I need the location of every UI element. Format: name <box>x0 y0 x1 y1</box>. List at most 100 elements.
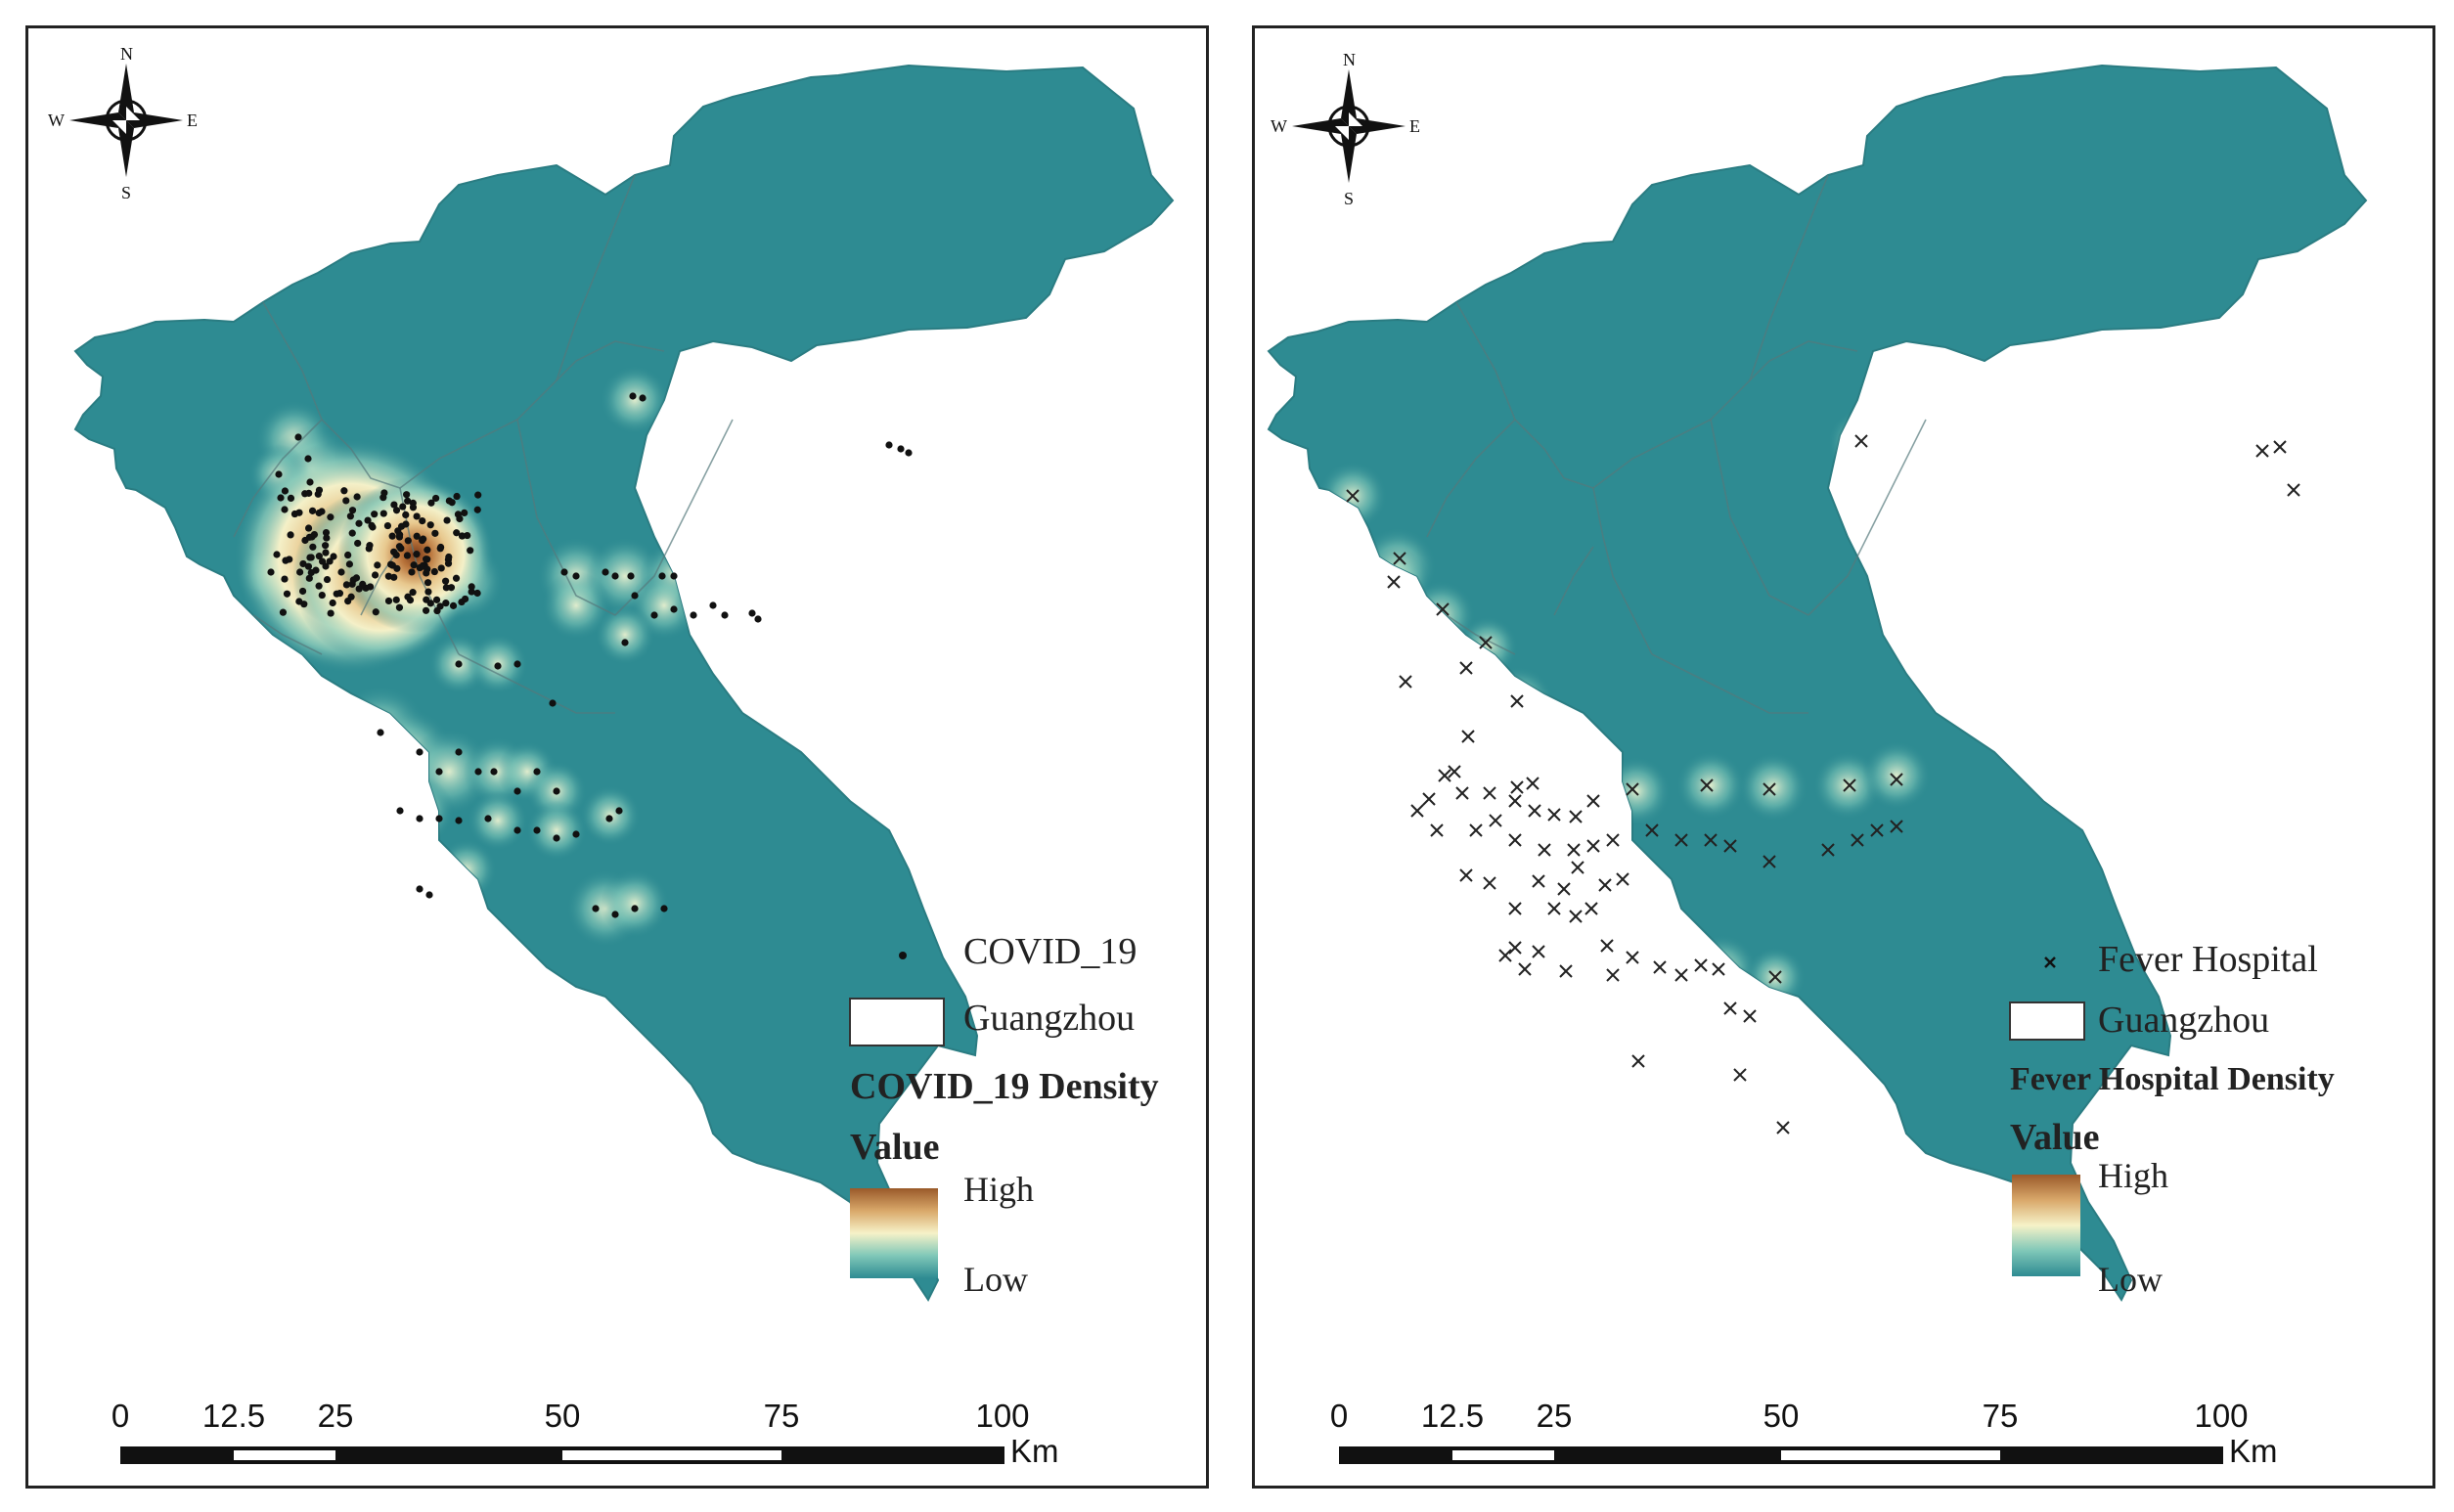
case-point <box>474 507 481 513</box>
case-point <box>282 487 289 494</box>
hospital-point <box>1456 787 1468 799</box>
scale-tick: 100 <box>2194 1398 2248 1435</box>
scale-tick: 0 <box>1330 1398 1348 1435</box>
case-point <box>611 911 618 917</box>
case-point <box>385 598 392 604</box>
hospital-point <box>1632 1055 1644 1067</box>
legend-point-label: Fever Hospital <box>2098 938 2318 981</box>
case-point <box>405 537 412 544</box>
case-point <box>349 581 356 588</box>
case-point <box>306 554 313 560</box>
hospital-point <box>1533 946 1544 957</box>
case-point <box>424 547 430 554</box>
case-point <box>455 660 462 667</box>
density-glow <box>829 409 890 469</box>
case-point <box>433 607 440 614</box>
legend-density-title: Fever Hospital Density <box>2010 1061 2335 1098</box>
case-point <box>437 545 444 552</box>
case-point <box>389 533 396 540</box>
case-point <box>670 605 677 612</box>
case-point <box>390 501 397 508</box>
case-point <box>315 583 322 590</box>
case-point <box>305 524 312 531</box>
hospital-point <box>1431 824 1443 836</box>
case-point <box>319 557 326 564</box>
case-point <box>371 511 378 517</box>
density-glow <box>2353 379 2414 440</box>
case-point <box>295 510 302 516</box>
compass-e: E <box>1409 116 1420 136</box>
case-point <box>288 495 294 502</box>
case-point <box>337 568 344 575</box>
case-point <box>494 662 501 669</box>
case-point <box>281 575 288 582</box>
north-arrow: N S E W <box>48 44 198 202</box>
density-glow <box>1676 751 1745 820</box>
case-point <box>427 500 434 507</box>
hospital-point <box>1570 811 1582 823</box>
density-hotspot <box>1374 738 1531 895</box>
case-point <box>455 817 462 823</box>
hospital-point <box>1572 862 1584 873</box>
case-point <box>322 549 329 556</box>
case-point <box>416 748 423 755</box>
case-point <box>294 433 301 440</box>
legend-boundary-label: Guangzhou <box>963 997 1135 1040</box>
case-point <box>424 556 430 562</box>
case-point <box>396 807 403 814</box>
case-point <box>349 507 356 513</box>
case-point <box>295 598 302 604</box>
case-point <box>533 768 540 775</box>
hospital-point <box>1539 844 1550 856</box>
hospital-point <box>1400 676 1411 688</box>
legend-boundary-symbol <box>2010 1002 2084 1040</box>
case-point <box>449 499 456 506</box>
hospital-point <box>1548 903 1560 914</box>
case-point <box>280 609 287 616</box>
legend-low-label: Low <box>963 1259 1028 1300</box>
case-point <box>453 493 460 500</box>
case-point <box>299 588 306 595</box>
case-point <box>323 534 330 541</box>
density-glow <box>2257 432 2318 493</box>
case-point <box>553 834 559 841</box>
density-glow <box>436 839 497 900</box>
hospital-point <box>1568 844 1580 856</box>
legend-density-title: COVID_19 Density <box>850 1065 1159 1108</box>
hospital-point <box>1607 969 1619 981</box>
case-point <box>456 515 463 522</box>
case-point <box>306 575 313 582</box>
case-point <box>513 660 520 667</box>
case-point <box>344 552 351 558</box>
case-point <box>347 512 354 519</box>
case-point <box>393 565 400 572</box>
density-glow <box>1485 667 1553 735</box>
case-point <box>416 885 423 892</box>
case-point <box>393 552 400 558</box>
compass-e: E <box>187 111 198 130</box>
case-point <box>326 557 333 564</box>
hospital-point <box>1439 770 1450 781</box>
case-point <box>592 905 599 912</box>
case-point <box>461 510 468 516</box>
hospital-point <box>1470 824 1482 836</box>
hospital-point <box>1511 781 1523 793</box>
hospital-point <box>1587 795 1599 807</box>
case-point <box>410 504 417 511</box>
case-point <box>611 572 618 579</box>
case-point <box>296 568 303 575</box>
case-point <box>411 561 418 568</box>
case-point <box>468 583 475 590</box>
case-point <box>473 590 480 597</box>
case-point <box>306 478 313 485</box>
case-point <box>336 590 343 597</box>
legend-color-ramp <box>850 1188 938 1278</box>
scale-tick: 75 <box>1983 1398 2019 1435</box>
hospital-point <box>1599 879 1611 891</box>
hospital-point <box>1423 793 1435 805</box>
scale-unit: Km <box>1010 1433 1059 1470</box>
case-point <box>660 905 667 912</box>
hospital-point <box>1509 903 1521 914</box>
case-point <box>721 611 728 618</box>
hospital-point <box>1627 952 1638 963</box>
